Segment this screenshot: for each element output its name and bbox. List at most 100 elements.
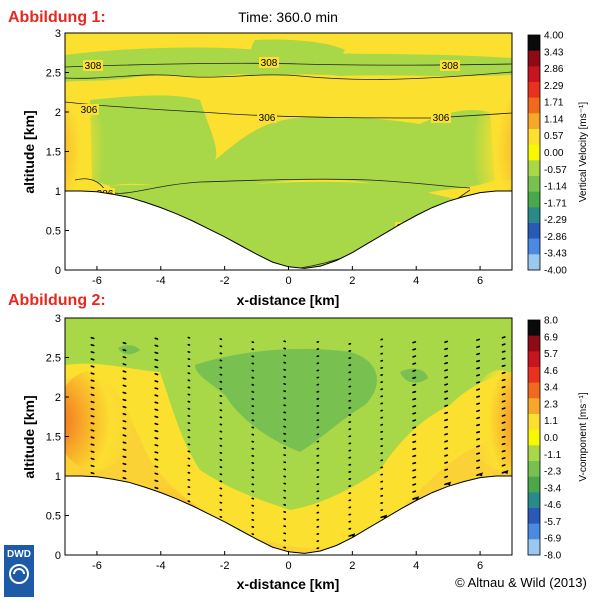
terrain-mask bbox=[64, 475, 513, 556]
isotherm-label: 306 bbox=[259, 113, 276, 124]
colorbar-swatch bbox=[528, 113, 540, 130]
wind-vector bbox=[476, 416, 481, 420]
colorbar-swatch bbox=[528, 539, 540, 556]
field-shade bbox=[118, 345, 140, 355]
wind-vector bbox=[444, 347, 449, 351]
wind-vector bbox=[476, 445, 481, 448]
wind-vector bbox=[476, 423, 481, 427]
wind-vector bbox=[90, 436, 95, 439]
colorbar-tick-label: -2.29 bbox=[544, 215, 567, 226]
wind-vector bbox=[501, 357, 506, 360]
wind-vector bbox=[90, 400, 95, 404]
y-tick-label: 3 bbox=[55, 28, 61, 40]
logo-box bbox=[4, 545, 34, 597]
wind-vector bbox=[122, 448, 127, 451]
colorbar-tick-label: -3.4 bbox=[544, 483, 562, 494]
wind-vector bbox=[90, 343, 95, 347]
swirl-icon bbox=[9, 564, 30, 584]
colorbar-tick-label: 2.86 bbox=[544, 64, 564, 75]
colorbar-label: V-component [ms⁻¹] bbox=[578, 392, 589, 481]
wind-vector bbox=[501, 378, 506, 382]
wind-vector bbox=[476, 366, 481, 370]
logo-text: DWD bbox=[7, 549, 31, 560]
x-tick-label: 4 bbox=[413, 275, 419, 287]
wind-arrowhead bbox=[349, 533, 356, 538]
wind-vector bbox=[444, 454, 449, 457]
y-tick-label: 2 bbox=[55, 107, 61, 119]
isotherm-label: 308 bbox=[442, 61, 459, 72]
x-tick-label: 6 bbox=[477, 275, 483, 287]
colorbar-swatch bbox=[528, 129, 540, 145]
colorbar-swatch bbox=[528, 367, 540, 383]
wind-vector bbox=[122, 348, 127, 352]
colorbar-tick-label: 2.3 bbox=[544, 399, 558, 410]
wind-vector bbox=[154, 394, 159, 397]
wind-vector bbox=[154, 458, 159, 461]
colorbar-tick-label: 5.7 bbox=[544, 349, 558, 360]
wind-vector bbox=[476, 438, 481, 441]
field-shade bbox=[65, 370, 135, 470]
wind-vector bbox=[122, 441, 127, 444]
colorbar-tick-label: 0.57 bbox=[544, 131, 564, 142]
wind-vector bbox=[154, 408, 159, 411]
colorbar-frame bbox=[527, 319, 541, 556]
colorbar-tick-label: -1.1 bbox=[544, 450, 562, 461]
x-tick-label: 0 bbox=[285, 275, 291, 287]
field-shade bbox=[65, 90, 105, 210]
x-tick-label: 0 bbox=[285, 560, 291, 572]
wind-vector bbox=[501, 428, 506, 431]
colorbar-swatch bbox=[528, 398, 540, 415]
wind-vector bbox=[501, 457, 506, 460]
colorbar-tick-label: -2.86 bbox=[544, 232, 567, 243]
wind-vector bbox=[476, 359, 481, 363]
colorbar-swatch bbox=[528, 160, 540, 177]
field-shade bbox=[472, 90, 512, 210]
y-axis-title: altitude [km] bbox=[21, 110, 37, 193]
colorbar-swatch bbox=[528, 320, 540, 336]
colorbar-swatch bbox=[528, 429, 540, 446]
wind-vector bbox=[444, 433, 449, 436]
wind-vector bbox=[154, 380, 159, 383]
colorbar-swatch bbox=[528, 66, 540, 83]
panel-1-label: Abbildung 1: bbox=[8, 9, 106, 26]
wind-vector bbox=[412, 362, 417, 365]
colorbar-tick-label: -8.0 bbox=[544, 551, 562, 562]
wind-vector bbox=[476, 466, 481, 469]
wind-vector bbox=[476, 374, 481, 377]
wind-vector bbox=[412, 440, 417, 443]
dwd-logo: DWD bbox=[4, 545, 34, 597]
field-shade bbox=[385, 87, 455, 111]
wind-vector bbox=[154, 387, 159, 390]
wind-vector bbox=[412, 469, 417, 472]
isotherm-label: 308 bbox=[85, 61, 102, 72]
wind-vector bbox=[444, 390, 449, 393]
wind-vector bbox=[122, 384, 127, 387]
wind-vector bbox=[412, 355, 417, 358]
colorbar-tick-label: 6.9 bbox=[544, 332, 558, 343]
wind-arrowhead bbox=[444, 481, 451, 486]
wind-vector bbox=[501, 350, 506, 353]
wind-vector bbox=[122, 469, 127, 473]
wind-vector bbox=[154, 472, 159, 475]
wind-vector bbox=[90, 372, 95, 375]
wind-vector bbox=[154, 486, 159, 490]
x-tick-label: -2 bbox=[220, 560, 230, 572]
colorbar-tick-label: 1.1 bbox=[544, 416, 558, 427]
wind-vector bbox=[412, 369, 417, 372]
colorbar-swatch bbox=[528, 97, 540, 114]
colorbar-label: Vertical Velocity [ms⁻¹] bbox=[578, 102, 589, 203]
colorbar-swatch bbox=[528, 382, 540, 399]
panel-1: Abbildung 1: Time: 360.0 min 308 308 bbox=[8, 9, 589, 308]
colorbar-tick-label: 2.29 bbox=[544, 81, 564, 92]
wind-vector bbox=[476, 388, 481, 391]
colorbar-tick-label: 8.0 bbox=[544, 316, 558, 327]
wind-vector bbox=[412, 390, 417, 394]
isotherm-line bbox=[65, 101, 512, 119]
colorbar-swatch bbox=[528, 176, 540, 192]
field-shade bbox=[470, 370, 512, 470]
wind-vector bbox=[412, 412, 417, 415]
x-tick-label: -4 bbox=[156, 560, 166, 572]
wind-vector bbox=[90, 443, 95, 446]
wind-vector bbox=[122, 398, 127, 402]
colorbar-swatch bbox=[528, 335, 540, 352]
